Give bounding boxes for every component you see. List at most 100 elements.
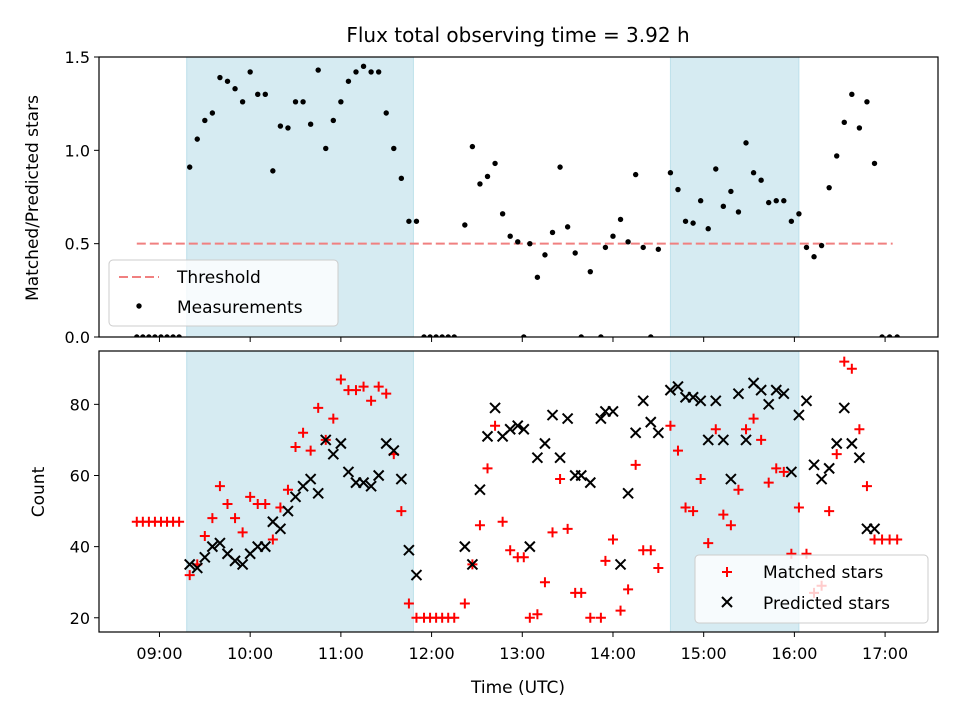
predicted-stars-point	[395, 473, 408, 485]
measurement-point	[834, 153, 840, 159]
matched-stars-point	[600, 555, 611, 566]
matched-stars-point	[459, 598, 470, 609]
matched-stars-point	[237, 527, 248, 538]
predicted-stars-point	[282, 505, 294, 517]
predicted-stars-point	[259, 540, 271, 553]
legend-threshold-label: Threshold	[176, 268, 261, 288]
matched-stars-point	[733, 484, 744, 495]
measurement-point	[345, 78, 352, 84]
matched-stars-point	[358, 381, 369, 392]
predicted-stars-point	[474, 484, 486, 496]
matched-stars-point	[585, 612, 596, 623]
predicted-stars-point	[183, 558, 196, 571]
matched-stars-point	[562, 523, 573, 534]
matched-stars-point	[824, 506, 835, 517]
measurement-point	[598, 334, 604, 337]
y-tick-label: 80	[70, 395, 90, 414]
matched-stars-point	[366, 395, 377, 406]
matched-stars-point	[222, 498, 233, 509]
measurement-point	[406, 218, 412, 224]
y-tick-label: 0.5	[65, 235, 90, 254]
measurement-point	[170, 334, 176, 337]
matched-stars-point	[532, 609, 543, 620]
matched-stars-point	[381, 388, 392, 399]
predicted-stars-point	[459, 540, 471, 553]
predicted-stars-point	[725, 473, 737, 485]
matched-stars-point	[680, 502, 691, 513]
y-tick-label: 0.0	[65, 328, 90, 347]
matched-stars-point	[630, 459, 641, 470]
predicted-stars-point	[637, 395, 649, 407]
predicted-stars-point	[320, 434, 332, 446]
predicted-stars-point	[403, 544, 415, 556]
matched-stars-point	[615, 605, 626, 616]
matched-stars-point	[199, 530, 210, 541]
y-tick-label: 20	[70, 609, 90, 628]
measurement-point	[451, 334, 457, 337]
matched-stars-point	[174, 516, 185, 527]
matched-stars-point	[645, 545, 656, 556]
matched-stars-point	[741, 424, 752, 435]
measurement-point	[640, 244, 646, 251]
legend-measurements-label: Measurements	[177, 298, 303, 318]
measurement-point	[713, 166, 719, 172]
matched-stars-point	[350, 385, 361, 396]
predicted-stars-point	[740, 434, 752, 446]
predicted-stars-point	[645, 416, 657, 428]
measurement-point	[315, 67, 321, 73]
predicted-stars-point	[289, 491, 302, 503]
matched-stars-point	[505, 545, 516, 556]
predicted-stars-point	[539, 437, 551, 450]
predicted-stars-point	[823, 462, 835, 475]
measurement-point	[255, 91, 261, 98]
y-tick-label: 1.5	[65, 48, 90, 67]
matched-stars-point	[482, 463, 493, 474]
x-tick-label: 14:00	[590, 644, 636, 663]
measurement-point	[469, 143, 476, 150]
matched-stars-point	[290, 442, 301, 453]
x-tick-label: 17:00	[862, 644, 908, 663]
predicted-stars-point	[357, 476, 370, 489]
x-tick-label: 15:00	[681, 644, 727, 663]
measurement-point	[338, 99, 344, 105]
measurement-point	[187, 164, 193, 170]
predicted-stars-point	[846, 437, 858, 450]
measurement-point	[557, 164, 563, 170]
predicted-stars-point	[785, 466, 798, 478]
plot-frame	[98, 350, 939, 633]
x-tick-label: 13:00	[499, 644, 545, 663]
measurement-point	[773, 198, 779, 204]
measurement-point	[803, 244, 810, 251]
measurement-point	[300, 99, 306, 105]
predicted-stars-point	[755, 384, 767, 396]
measurement-point	[617, 216, 624, 223]
measurement-point	[492, 160, 498, 167]
matched-stars-point	[861, 481, 872, 492]
measurement-point	[750, 170, 757, 176]
predicted-stars-point	[410, 569, 423, 581]
measurement-point	[292, 99, 299, 105]
matched-stars-point	[725, 520, 736, 531]
predicted-stars-point	[481, 430, 494, 443]
measurement-point	[217, 74, 223, 81]
measurement-point	[375, 69, 382, 75]
predicted-stars-point	[335, 437, 347, 450]
measurement-point	[484, 173, 491, 180]
matched-stars-point	[267, 534, 278, 545]
measurement-point	[277, 123, 284, 129]
legend-predicted-swatch	[721, 596, 733, 608]
measurement-point	[439, 334, 445, 337]
measurement-point	[383, 110, 389, 116]
measurement-point	[602, 244, 609, 251]
matched-stars-point	[623, 584, 634, 595]
measurement-point	[247, 69, 253, 75]
measurement-point	[224, 78, 231, 84]
matched-stars-point	[771, 463, 782, 474]
measurement-point	[728, 188, 734, 195]
measurement-point	[307, 121, 314, 127]
measurement-point	[781, 198, 787, 204]
plots-layer: 0.0 0.5 1.0 1.5 Threshold Measurements 20 40 60 8…	[65, 48, 939, 663]
predicted-stars-point	[561, 412, 574, 425]
matched-stars-point	[524, 612, 535, 623]
